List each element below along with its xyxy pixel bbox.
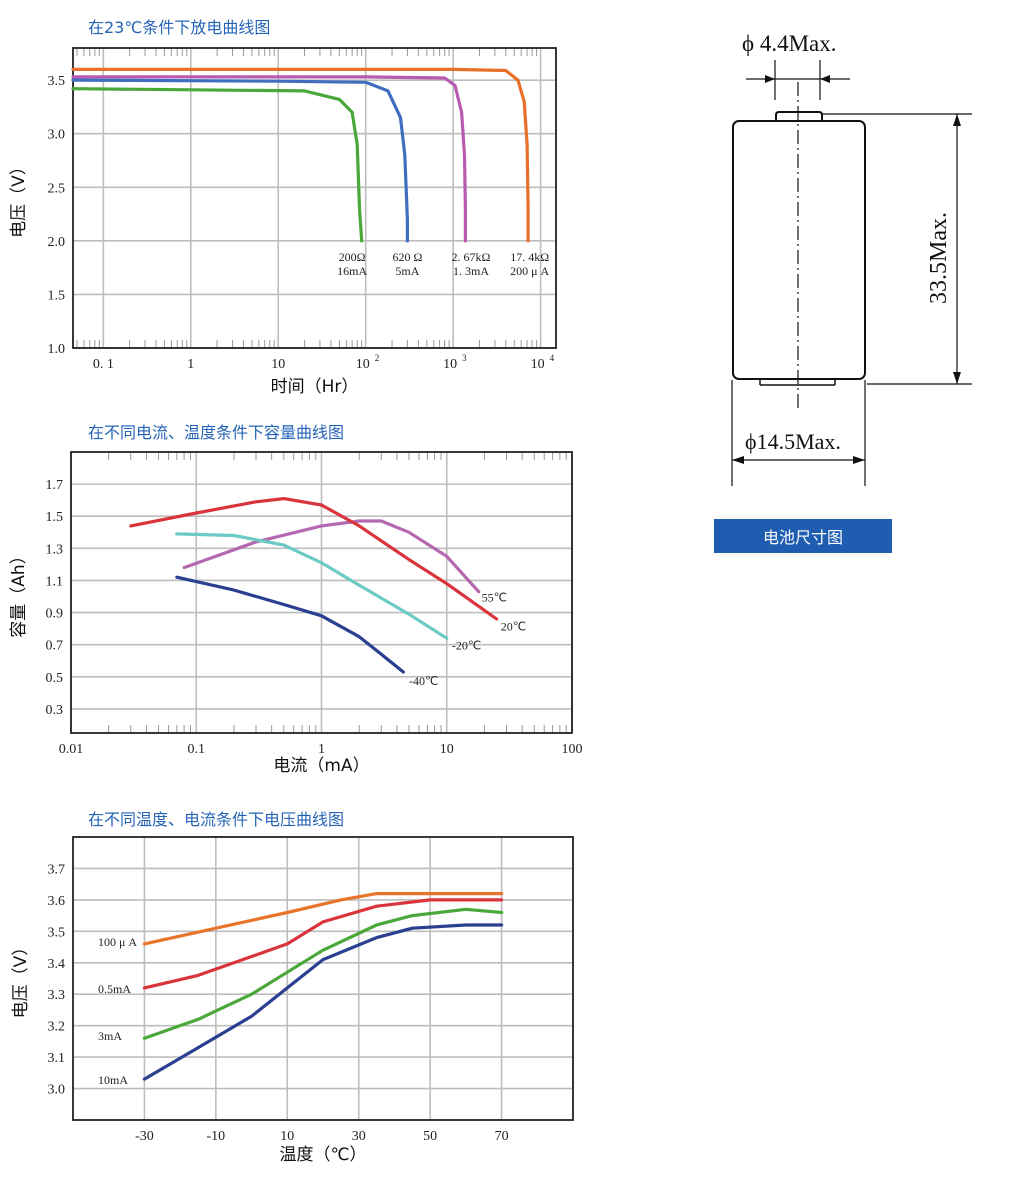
series-line (71, 87, 364, 243)
y-tick-label: 3.5 (48, 925, 66, 940)
x-tick-exponent: 2 (375, 353, 380, 363)
series-label: 10mA (98, 1073, 128, 1087)
y-tick-label: 2.5 (48, 181, 66, 196)
plot-frame (72, 836, 574, 1121)
series-line (175, 532, 449, 640)
series-sublabel: 200 μ A (510, 264, 549, 278)
y-tick-label: 1.5 (48, 288, 66, 303)
series-line (71, 67, 530, 243)
x-axis-title: 电流（mA） (273, 756, 369, 776)
y-axis-title: 电压（V） (11, 939, 31, 1019)
series-label: 200Ω (339, 250, 366, 264)
chart2-title: 在不同电流、温度条件下容量曲线图 (88, 423, 345, 442)
series-line (142, 923, 504, 1081)
y-tick-label: 3.0 (48, 128, 66, 143)
y-tick-label: 1.1 (46, 574, 64, 589)
body-diameter-label: ϕ14.5Max. (745, 429, 841, 454)
x-tick-label: 10 (271, 357, 285, 372)
x-tick-label: 0. 1 (93, 357, 114, 372)
height-label: 33.5Max. (926, 212, 952, 304)
series-line (175, 575, 405, 674)
x-tick-label: 70 (495, 1129, 509, 1144)
y-tick-label: 0.7 (46, 639, 64, 654)
series-label: 2. 67kΩ (452, 250, 491, 264)
x-tick-label: -10 (207, 1129, 226, 1144)
y-tick-label: 3.7 (48, 862, 66, 877)
series-label: -40℃ (409, 674, 438, 688)
series-label: 3mA (98, 1029, 122, 1043)
x-tick-label: 0.01 (59, 742, 84, 757)
y-tick-label: 1.0 (48, 342, 66, 357)
y-tick-label: 2.0 (48, 235, 66, 250)
x-tick-exponent: 3 (462, 353, 467, 363)
series-label: 20℃ (501, 619, 526, 633)
series-line (71, 75, 467, 243)
capacity-chart: 0.01 0.1 1 10 100 0.3 0.5 0.7 0.9 1.1 1.3 1.5 1.7 55℃… (9, 451, 583, 776)
y-tick-label: 3.6 (48, 894, 66, 909)
plot-frame (70, 451, 573, 734)
series-label: 0.5mA (98, 982, 131, 996)
series-label: 17. 4kΩ (510, 250, 549, 264)
series-line (142, 907, 504, 1040)
discharge-chart: 0. 1 1 10 10 2 10 3 10 4 1.0 1.5 2.0 2.5 3.0 3.5 200Ω16… (9, 47, 557, 397)
series-line (182, 519, 481, 594)
battery-body-outline (732, 120, 866, 380)
dimension-caption-label: 电池尺寸图 (714, 519, 892, 553)
series-line (142, 898, 504, 990)
y-tick-label: 1.3 (46, 542, 64, 557)
y-tick-label: 3.2 (48, 1020, 66, 1035)
y-tick-label: 3.5 (48, 74, 66, 89)
series-line (71, 78, 409, 243)
x-tick-label: 10 (280, 1129, 294, 1144)
x-tick-label: 10 (440, 742, 454, 757)
chart3-title: 在不同温度、电流条件下电压曲线图 (88, 810, 345, 829)
x-tick-label: 0.1 (188, 742, 206, 757)
x-tick-label: 10 (443, 357, 457, 372)
y-tick-label: 0.3 (46, 703, 64, 718)
x-tick-label: 1 (187, 357, 194, 372)
y-tick-label: 0.9 (46, 607, 64, 622)
x-tick-label: -30 (135, 1129, 154, 1144)
y-tick-label: 3.3 (48, 988, 66, 1003)
y-axis-title: 电压（V） (9, 158, 29, 238)
series-sublabel: 5mA (395, 264, 419, 278)
y-tick-label: 1.7 (46, 478, 64, 493)
y-tick-label: 1.5 (46, 510, 64, 525)
series-label: 100 μ A (98, 935, 137, 949)
battery-terminal (775, 111, 823, 121)
x-axis-title: 温度（℃） (279, 1145, 366, 1165)
top-diameter-label: ϕ 4.4Max. (742, 31, 837, 56)
chart1-title: 在23℃条件下放电曲线图 (88, 18, 271, 37)
x-tick-label: 10 (531, 357, 545, 372)
series-line (129, 497, 499, 621)
y-tick-label: 3.0 (48, 1083, 66, 1098)
voltage-temperature-chart: -30 -10 10 30 50 70 3.0 3.1 3.2 3.3 3.4 3.5 3.6 3.7 10… (11, 836, 574, 1165)
x-tick-label: 10 (356, 357, 370, 372)
y-tick-label: 3.1 (48, 1051, 66, 1066)
series-line (142, 892, 504, 946)
y-axis-title: 容量（Ah） (9, 547, 29, 637)
series-label: -20℃ (452, 639, 481, 653)
x-tick-exponent: 4 (550, 353, 555, 363)
series-sublabel: 1. 3mA (453, 264, 489, 278)
x-axis-title: 时间（Hr） (271, 377, 359, 397)
series-label: 620 Ω (392, 250, 422, 264)
plot-frame (72, 47, 557, 349)
x-tick-label: 1 (318, 742, 325, 757)
series-sublabel: 16mA (337, 264, 367, 278)
battery-dimension-drawing: ϕ 4.4Max. 33.5Max. ϕ14.5Max. (731, 31, 972, 486)
y-tick-label: 3.4 (48, 957, 66, 972)
x-tick-label: 30 (352, 1129, 366, 1144)
x-tick-label: 50 (423, 1129, 437, 1144)
x-tick-label: 100 (562, 742, 583, 757)
series-label: 55℃ (482, 591, 507, 605)
y-tick-label: 0.5 (46, 671, 64, 686)
